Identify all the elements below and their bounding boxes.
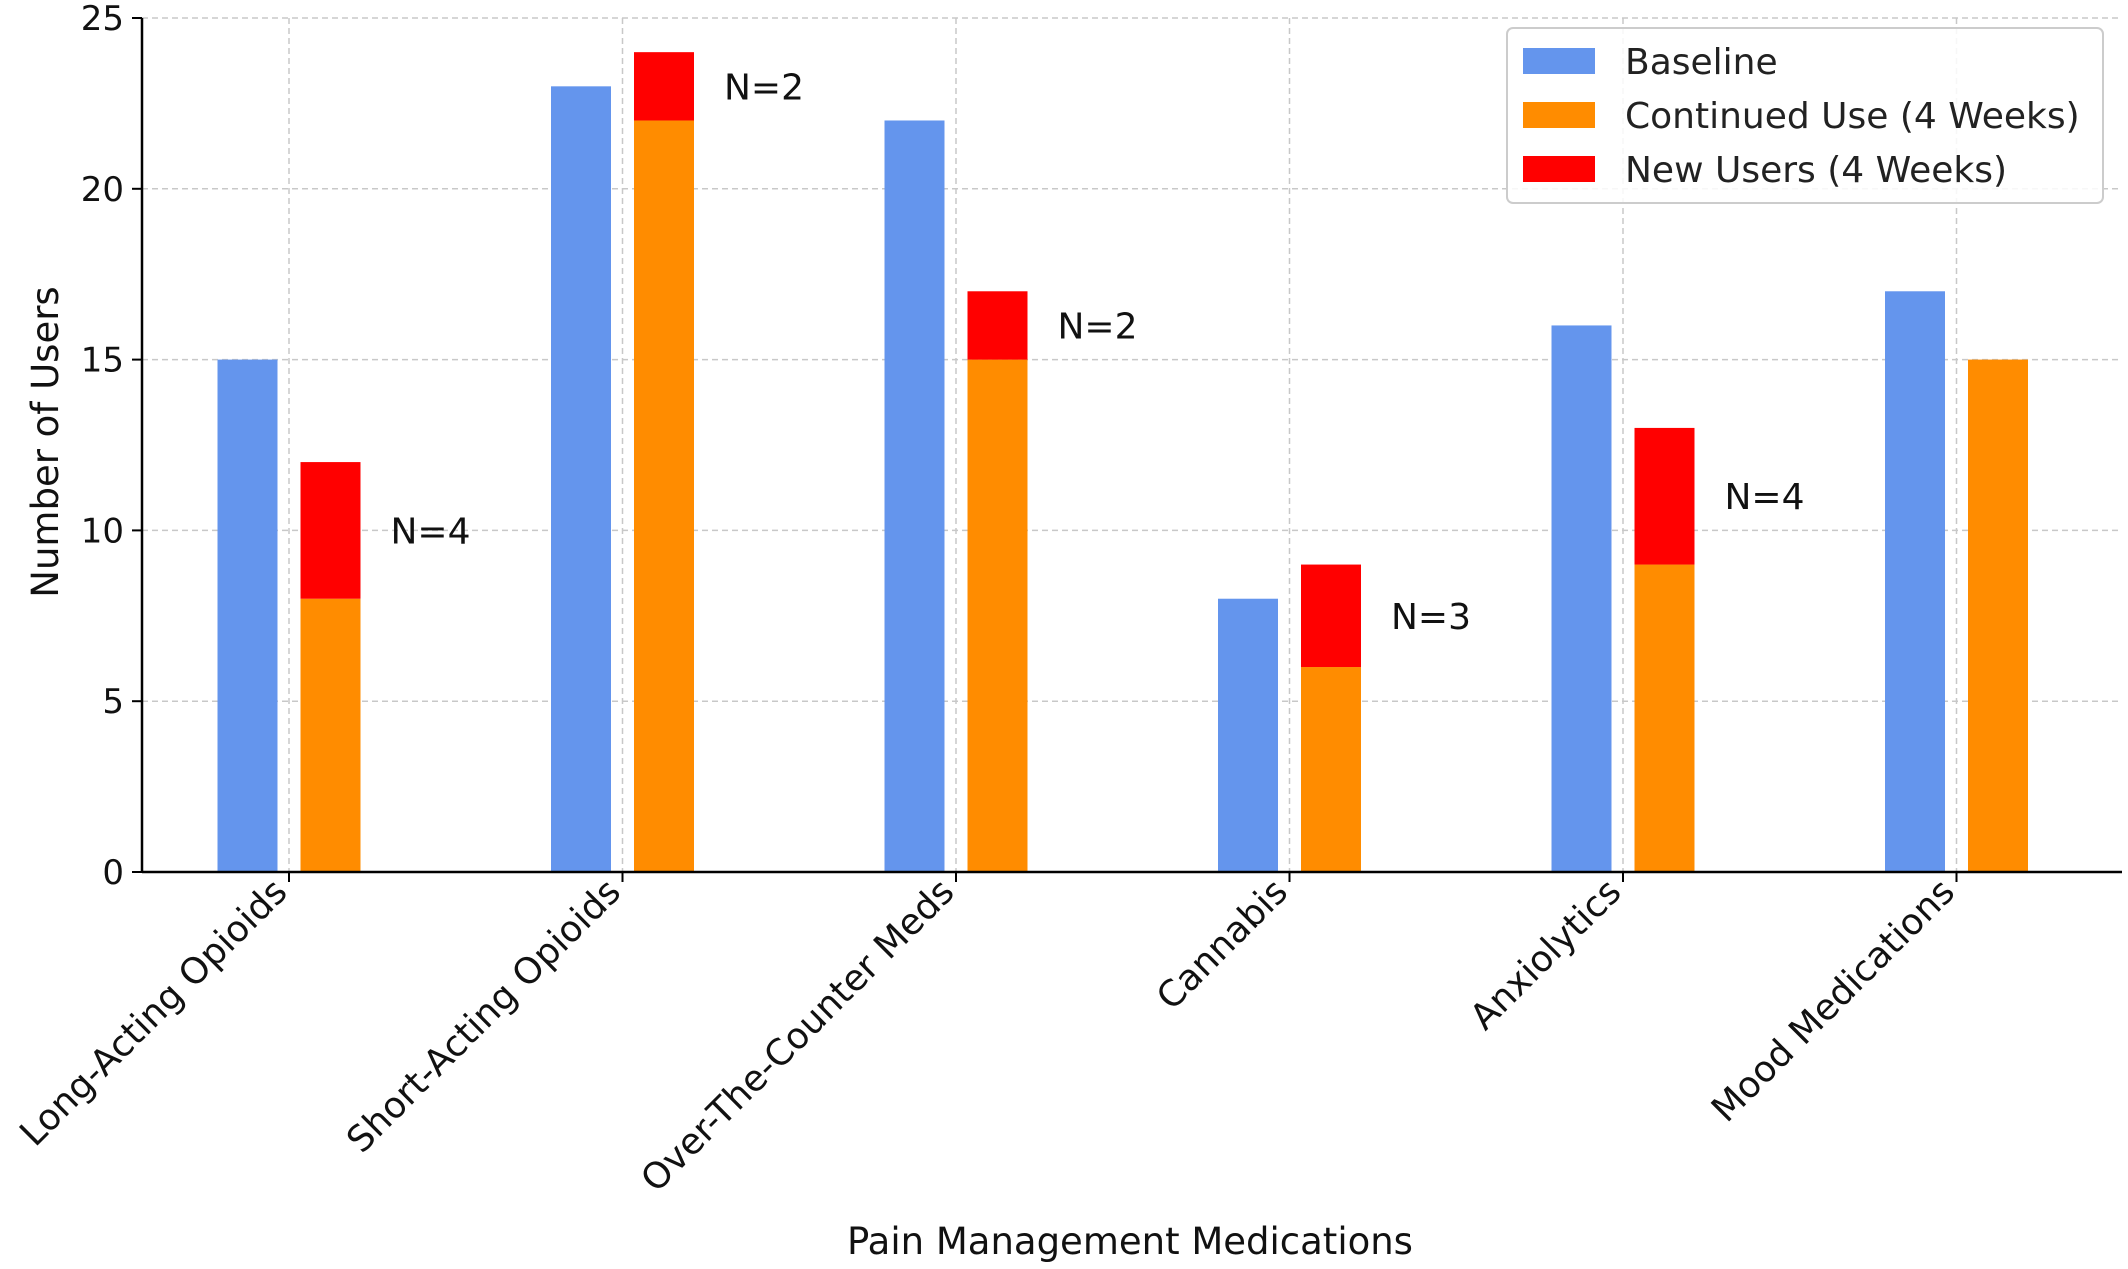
x-tick-label: Over-The-Counter Meds xyxy=(634,871,963,1200)
legend-swatch xyxy=(1523,48,1595,74)
legend: Baseline Continued Use (4 Weeks) New Users… xyxy=(1506,27,2104,204)
x-axis-title: Pain Management Medications xyxy=(847,1220,1413,1263)
n-annotation: N=3 xyxy=(1391,597,1471,638)
bar-baseline xyxy=(217,359,278,873)
bar-continued-use xyxy=(1301,667,1361,872)
annotations: N=4 N=2 N=2 N=3 N=4 xyxy=(391,67,1805,637)
bar-continued-use xyxy=(1968,359,2028,873)
n-annotation: N=4 xyxy=(391,511,471,552)
legend-box xyxy=(1506,27,2104,204)
axes xyxy=(140,18,2122,874)
bar-baseline xyxy=(551,86,611,872)
y-tick-label: 15 xyxy=(81,341,124,381)
legend-swatch xyxy=(1523,156,1595,182)
x-tick-label: Mood Medications xyxy=(1704,871,1963,1130)
x-tick-label: Cannabis xyxy=(1149,871,1296,1018)
bar-baseline xyxy=(884,120,945,873)
bar-new-users xyxy=(634,52,694,121)
bar-baseline xyxy=(1885,291,1945,872)
y-tick-label: 10 xyxy=(81,511,124,551)
x-tick-label: Anxiolytics xyxy=(1463,871,1630,1038)
bar-baseline xyxy=(1551,325,1612,872)
bar-new-users xyxy=(300,462,361,599)
y-tick-label: 20 xyxy=(81,170,124,210)
bar-continued-use xyxy=(634,120,694,873)
y-axis-title: Number of Users xyxy=(24,286,67,597)
legend-label: New Users (4 Weeks) xyxy=(1625,150,2007,191)
bar-new-users xyxy=(1634,427,1695,565)
legend-label: Baseline xyxy=(1625,42,1778,83)
legend-label: Continued Use (4 Weeks) xyxy=(1625,96,2080,137)
x-tick-label: Long-Acting Opioids xyxy=(12,871,295,1154)
bar-continued-use xyxy=(1634,564,1695,872)
y-tick-label: 25 xyxy=(81,0,124,39)
bar-new-users xyxy=(1301,564,1361,668)
bar-baseline xyxy=(1218,598,1278,872)
n-annotation: N=2 xyxy=(1058,306,1138,347)
bars xyxy=(217,52,2028,873)
grid xyxy=(142,17,2122,873)
bar-continued-use xyxy=(300,598,361,872)
bar-continued-use xyxy=(967,359,1028,873)
legend-swatch xyxy=(1523,102,1595,128)
n-annotation: N=2 xyxy=(724,67,804,108)
y-tick-label: 5 xyxy=(102,682,124,722)
y-tick-label: 0 xyxy=(102,853,124,893)
bar-new-users xyxy=(967,291,1028,360)
n-annotation: N=4 xyxy=(1725,477,1805,518)
x-tick-label: Short-Acting Opioids xyxy=(339,871,629,1161)
